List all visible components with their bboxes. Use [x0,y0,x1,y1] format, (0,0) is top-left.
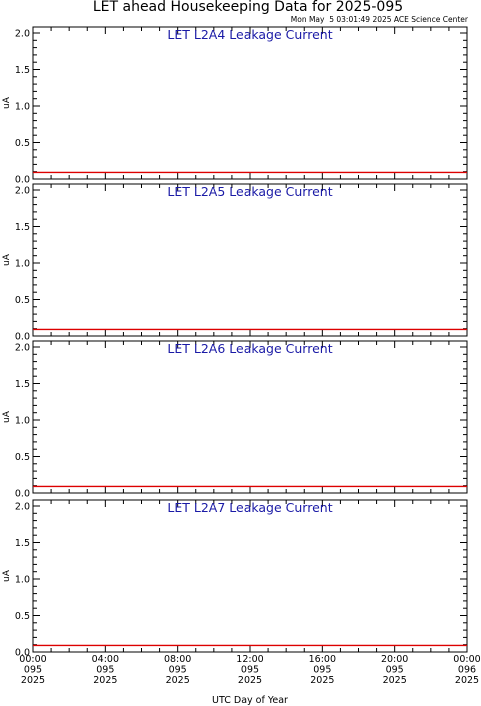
x-tick-label-doy: 095 [386,665,404,676]
y-tick-label: 1.0 [15,575,30,586]
y-tick-label: 1.0 [15,102,30,113]
x-tick-label-doy: 095 [169,665,187,676]
x-tick-label-doy: 096 [458,665,476,676]
y-axis-label: uA [2,253,12,266]
y-axis-label: uA [2,569,12,582]
x-tick-label-doy: 095 [24,665,42,676]
y-tick-label: 2.0 [15,502,30,513]
chart-title: LET ahead Housekeeping Data for 2025-095 [93,0,403,15]
y-tick-label: 0.5 [15,611,30,622]
y-tick-label: 0.5 [15,138,30,149]
x-tick-label-time: 20:00 [381,654,408,665]
y-tick-label: 1.0 [15,416,30,427]
y-axis-label: uA [2,410,12,423]
y-tick-label: 0.0 [15,489,30,500]
x-tick-label-time: 04:00 [92,654,119,665]
panel-title: LET L2A6 Leakage Current [167,341,332,356]
generation-timestamp: Mon May 5 03:01:49 2025 ACE Science Cent… [291,15,469,24]
x-tick-label-year: 2025 [166,675,190,686]
x-tick-label-time: 08:00 [164,654,191,665]
x-axis-title: UTC Day of Year [212,695,288,706]
y-axis-label: uA [2,96,12,109]
y-tick-label: 1.5 [15,538,30,549]
panel-title: LET L2A5 Leakage Current [167,184,332,199]
x-tick-label-time: 00:00 [19,654,46,665]
x-tick-label-time: 12:00 [236,654,263,665]
x-tick-label-doy: 095 [96,665,114,676]
y-tick-label: 1.5 [15,379,30,390]
y-tick-label: 0.0 [15,648,30,659]
x-axis-labels: 00:00095202504:00095202508:00095202512:0… [19,654,480,686]
x-tick-label-year: 2025 [383,675,407,686]
y-tick-label: 0.0 [15,175,30,186]
panel-2: 0.0 0.5 1.0 1.5 2.0 uA LET L2A5 Leakage Curren… [2,183,468,343]
y-tick-label: 2.0 [15,343,30,354]
x-tick-label-year: 2025 [310,675,334,686]
panel-1: 0.0 0.5 1.0 1.5 2.0 uA LET L2A4 Leakage Curren… [2,26,468,186]
x-tick-label-doy: 095 [313,665,331,676]
panel-title: LET L2A4 Leakage Current [167,27,332,42]
x-tick-label-year: 2025 [238,675,262,686]
x-tick-label-time: 16:00 [309,654,336,665]
panels: 0.0 0.5 1.0 1.5 2.0 uA LET L2A4 Leakage Curren… [2,26,468,659]
panel-title: LET L2A7 Leakage Current [167,500,332,515]
x-tick-label-year: 2025 [21,675,45,686]
x-tick-label-time: 00:00 [453,654,480,665]
x-tick-label-doy: 095 [241,665,259,676]
panel-3: 0.0 0.5 1.0 1.5 2.0 uA LET L2A6 Leakage Curren… [2,340,468,500]
x-tick-label-year: 2025 [455,675,479,686]
y-tick-label: 1.5 [15,222,30,233]
panel-4: 0.0 0.5 1.0 1.5 2.0 uA LET L2A7 Leakage Curren… [2,499,468,659]
y-tick-label: 2.0 [15,186,30,197]
x-tick-label-year: 2025 [93,675,117,686]
y-tick-label: 2.0 [15,29,30,40]
y-tick-label: 1.0 [15,259,30,270]
y-tick-label: 0.5 [15,452,30,463]
y-tick-label: 1.5 [15,65,30,76]
y-tick-label: 0.5 [15,295,30,306]
y-tick-label: 0.0 [15,332,30,343]
